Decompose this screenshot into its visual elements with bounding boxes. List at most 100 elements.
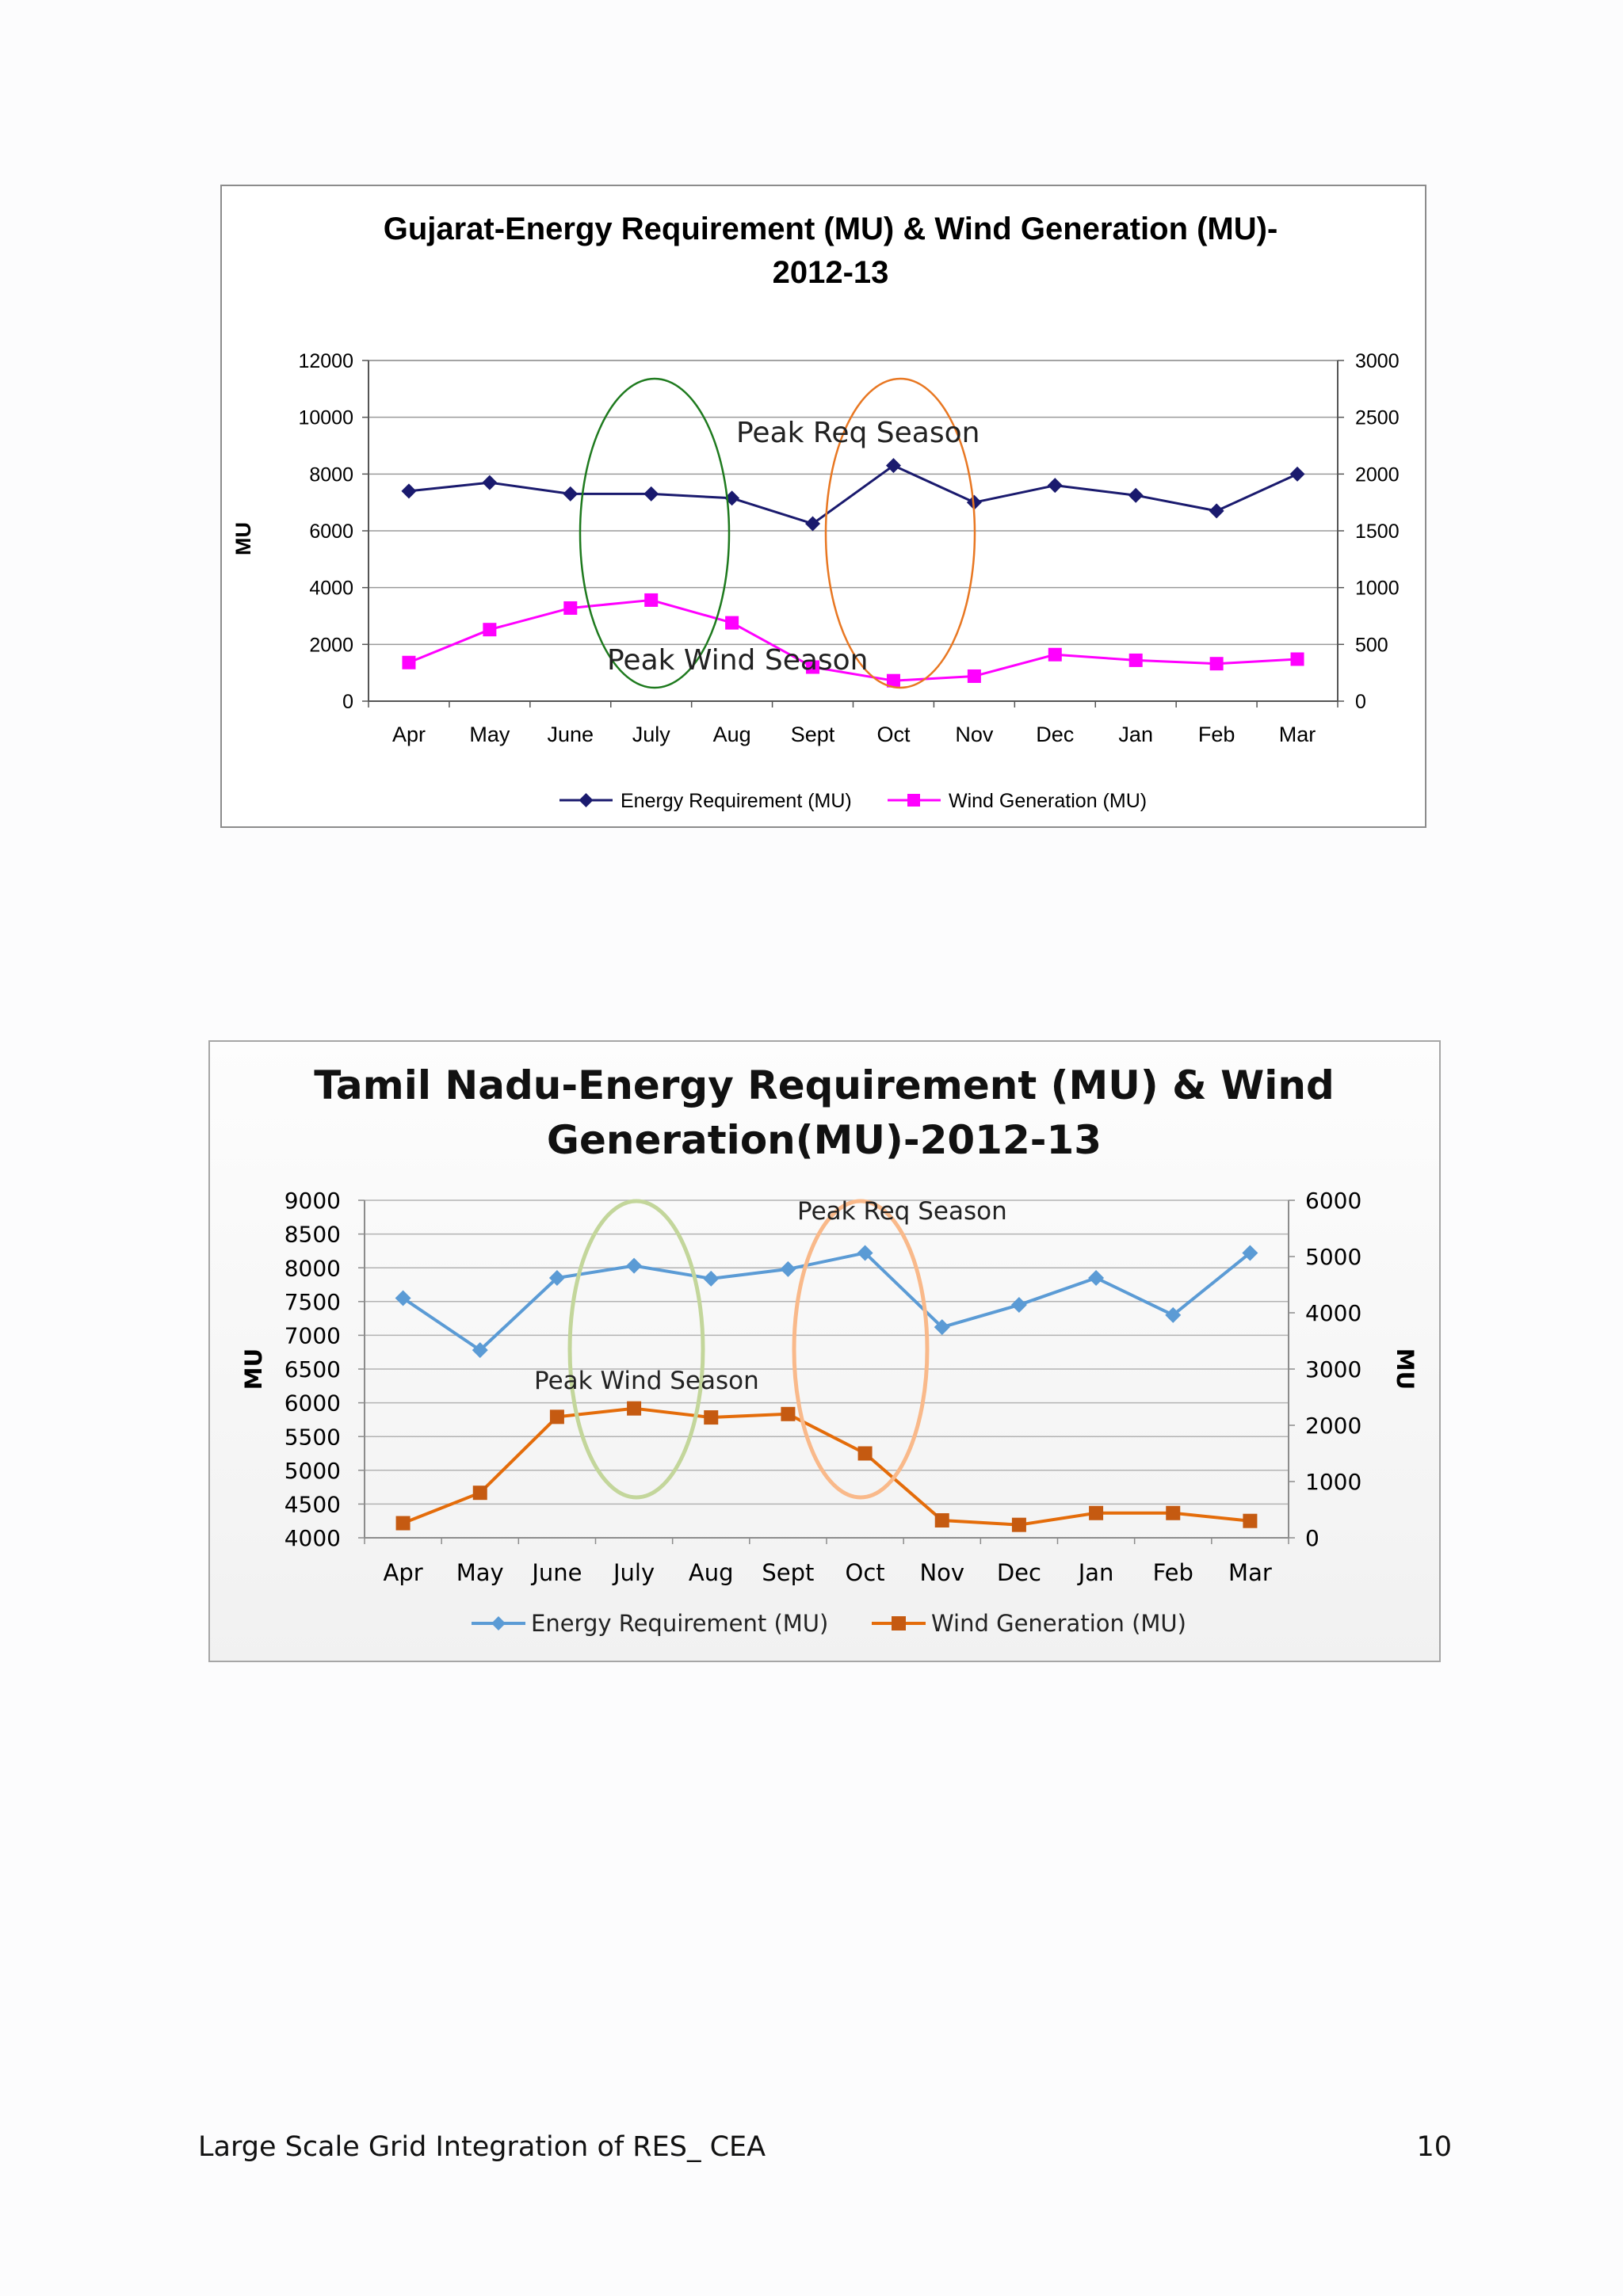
y-tick-label: 8000 xyxy=(309,463,353,486)
y2-tick-label: 0 xyxy=(1305,1525,1319,1551)
data-point-wind xyxy=(781,1406,796,1421)
data-point-wind xyxy=(1209,657,1224,671)
peak-wind-season-label: Peak Wind Season xyxy=(607,644,869,677)
x-tick-label: June xyxy=(530,1559,582,1586)
data-point-wind xyxy=(806,660,820,674)
y-tick-label: 4000 xyxy=(309,578,353,600)
data-point-energy xyxy=(626,1257,643,1274)
page-number: 10 xyxy=(1416,2131,1452,2163)
plot-area: 0 2000 4000 6000 8000 10000 12000 0 500 1000 1500 2… xyxy=(298,350,1399,746)
legend-marker-wind xyxy=(892,1616,906,1630)
data-point-wind xyxy=(886,673,900,688)
y-tick-label: 5500 xyxy=(285,1424,341,1450)
plot-area: 4000 4500 5000 5500 6000 6500 7000 7500 8000 8500… xyxy=(285,1188,1362,1586)
chart-title: Tamil Nadu-Energy Requirement (MU) & Win… xyxy=(314,1062,1335,1108)
data-point-energy xyxy=(805,516,821,532)
legend-label-energy: Energy Requirement (MU) xyxy=(621,790,852,812)
data-point-energy xyxy=(885,458,901,474)
x-tick-label: Feb xyxy=(1198,723,1235,746)
x-tick-label: Aug xyxy=(713,723,751,746)
y2-tick-label: 2500 xyxy=(1355,407,1400,429)
y2-tick-label: 1500 xyxy=(1355,521,1400,543)
data-point-energy xyxy=(934,1319,950,1336)
data-point-energy xyxy=(1088,1269,1105,1286)
y2-tick-label: 1000 xyxy=(1355,578,1400,600)
y-tick-label: 8000 xyxy=(285,1255,341,1281)
data-point-energy xyxy=(1289,466,1305,482)
y-tick-label: 4000 xyxy=(285,1525,341,1551)
data-point-wind xyxy=(1243,1513,1258,1528)
data-point-energy xyxy=(780,1261,796,1277)
x-tick-label: May xyxy=(469,723,510,746)
x-tick-label: Sept xyxy=(762,1559,814,1586)
y-tick-label: 5000 xyxy=(285,1458,341,1484)
data-point-wind xyxy=(1048,647,1062,662)
x-tick-label: Oct xyxy=(876,723,911,746)
chart-subtitle: 2012-13 xyxy=(773,255,889,290)
data-point-wind xyxy=(1128,653,1143,667)
peak-req-season-ellipse xyxy=(824,377,976,689)
data-point-wind xyxy=(1166,1505,1181,1520)
y2-tick-label: 6000 xyxy=(1305,1188,1361,1214)
y-tick-label: 6000 xyxy=(309,521,353,543)
x-tick-label: Oct xyxy=(846,1559,885,1586)
x-tick-label: Nov xyxy=(955,723,994,746)
data-point-wind xyxy=(483,623,497,637)
x-tick-label: Apr xyxy=(392,723,426,746)
gujarat-chart: Gujarat-Energy Requirement (MU) & Wind G… xyxy=(220,185,1426,828)
legend-label-wind: Wind Generation (MU) xyxy=(949,790,1147,812)
x-tick-label: Dec xyxy=(1036,723,1074,746)
data-point-energy xyxy=(401,483,417,499)
data-point-wind xyxy=(395,1516,411,1531)
data-point-wind xyxy=(725,616,739,630)
y-tick-label: 7500 xyxy=(285,1289,341,1315)
x-tick-label: Mar xyxy=(1279,723,1316,746)
legend-label-energy: Energy Requirement (MU) xyxy=(531,1610,828,1637)
series-line-energy xyxy=(408,464,1298,525)
peak-wind-season-ellipse xyxy=(567,1199,705,1500)
data-point-wind xyxy=(402,655,416,669)
x-tick-label: July xyxy=(612,1559,655,1586)
y-axis-label: MU xyxy=(240,1348,267,1390)
y-axis-label-right: MU xyxy=(1392,1348,1419,1390)
data-point-wind xyxy=(704,1410,719,1425)
peak-wind-season-ellipse xyxy=(579,377,731,689)
x-tick-label: Mar xyxy=(1228,1559,1272,1586)
y-tick-label: 8500 xyxy=(285,1222,341,1248)
data-point-energy xyxy=(1010,1297,1027,1314)
y-tick-label: 6500 xyxy=(285,1356,341,1383)
x-tick-label: Feb xyxy=(1153,1559,1193,1586)
legend: Energy Requirement (MU) Wind Generation … xyxy=(559,790,1147,812)
legend: Energy Requirement (MU) Wind Generation … xyxy=(472,1610,1186,1637)
data-point-energy xyxy=(1242,1245,1258,1261)
data-point-energy xyxy=(1047,478,1063,494)
data-point-energy xyxy=(563,486,579,502)
y2-tick-label: 1000 xyxy=(1305,1469,1361,1495)
y2-tick-label: 3000 xyxy=(1355,350,1400,372)
data-point-energy xyxy=(703,1270,720,1287)
x-tick-label: May xyxy=(456,1559,504,1586)
y-tick-label: 6000 xyxy=(285,1390,341,1417)
data-point-wind xyxy=(627,1401,642,1416)
y2-tick-label: 3000 xyxy=(1305,1356,1361,1383)
y2-tick-label: 5000 xyxy=(1305,1244,1361,1270)
x-tick-label: Nov xyxy=(919,1559,964,1586)
y2-tick-label: 0 xyxy=(1355,691,1366,713)
x-tick-label: June xyxy=(548,723,594,746)
data-point-energy xyxy=(1128,487,1144,503)
y-tick-label: 12000 xyxy=(298,350,353,372)
chart-subtitle: Generation(MU)-2012-13 xyxy=(547,1117,1102,1163)
x-tick-label: Jan xyxy=(1077,1559,1114,1586)
y-tick-label: 10000 xyxy=(298,407,353,429)
series-line-wind xyxy=(408,598,1298,682)
x-tick-label: July xyxy=(632,723,671,746)
y2-tick-label: 2000 xyxy=(1305,1413,1361,1439)
series-line-wind xyxy=(402,1406,1251,1527)
peak-wind-season-label: Peak Wind Season xyxy=(534,1367,759,1395)
data-point-wind xyxy=(967,669,981,683)
x-tick-label: Apr xyxy=(383,1559,422,1586)
y-tick-label: 9000 xyxy=(285,1188,341,1214)
y-tick-label: 7000 xyxy=(285,1322,341,1348)
y-tick-label: 2000 xyxy=(309,634,353,656)
legend-label-wind: Wind Generation (MU) xyxy=(931,1610,1186,1637)
